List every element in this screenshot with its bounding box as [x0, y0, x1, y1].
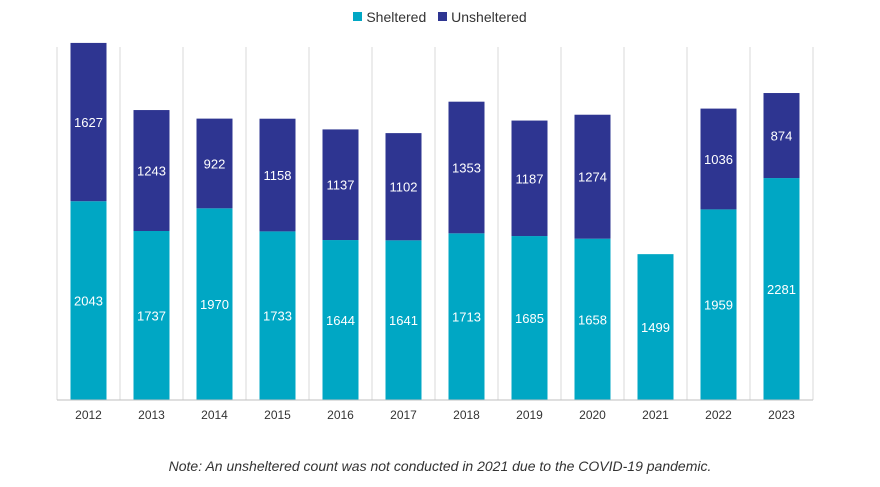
data-label-sheltered-2021: 1499: [641, 320, 670, 335]
data-label-sheltered-2019: 1685: [515, 311, 544, 326]
x-tick-label-2021: 2021: [642, 408, 669, 422]
x-tick-label-2022: 2022: [705, 408, 732, 422]
bar-sheltered-2015: [259, 231, 296, 400]
bar-unsheltered-2023: [763, 93, 800, 179]
bar-unsheltered-2017: [385, 133, 422, 241]
bar-sheltered-2019: [511, 236, 548, 400]
bar-sheltered-2022: [700, 209, 737, 400]
data-label-sheltered-2022: 1959: [704, 298, 733, 313]
data-label-unsheltered-2012: 1627: [74, 115, 103, 130]
bar-unsheltered-2014: [196, 118, 233, 209]
legend-item-sheltered: Sheltered: [353, 9, 426, 25]
data-label-unsheltered-2017: 1102: [390, 180, 418, 195]
data-label-unsheltered-2018: 1353: [452, 161, 481, 176]
data-label-unsheltered-2020: 1274: [578, 170, 607, 185]
legend-label-sheltered: Sheltered: [366, 8, 427, 25]
legend-swatch-unsheltered: [438, 12, 448, 21]
x-tick-label-2012: 2012: [75, 408, 102, 422]
x-tick-label-2014: 2014: [201, 408, 228, 422]
bar-sheltered-2014: [196, 208, 233, 400]
bar-unsheltered-2020: [574, 114, 611, 239]
data-label-sheltered-2018: 1713: [452, 310, 481, 325]
bar-sheltered-2023: [763, 178, 800, 400]
data-label-unsheltered-2023: 874: [771, 129, 793, 144]
data-label-unsheltered-2014: 922: [204, 156, 226, 171]
data-label-sheltered-2014: 1970: [200, 297, 229, 312]
x-tick-label-2020: 2020: [579, 408, 606, 422]
x-tick-label-2019: 2019: [516, 408, 543, 422]
data-label-unsheltered-2016: 1137: [327, 178, 355, 193]
x-tick-label-2015: 2015: [264, 408, 291, 422]
data-label-sheltered-2015: 1733: [263, 309, 292, 324]
bar-sheltered-2018: [448, 233, 485, 400]
data-label-sheltered-2016: 1644: [326, 313, 355, 328]
legend: Sheltered Unsheltered: [0, 8, 880, 25]
legend-label-unsheltered: Unsheltered: [451, 8, 527, 25]
legend-item-unsheltered: Unsheltered: [438, 9, 527, 25]
bar-sheltered-2021: [637, 254, 674, 400]
x-tick-label-2023: 2023: [768, 408, 795, 422]
data-label-sheltered-2023: 2281: [767, 282, 796, 297]
x-tick-label-2016: 2016: [327, 408, 354, 422]
bar-sheltered-2013: [133, 230, 170, 400]
legend-swatch-sheltered: [353, 12, 363, 21]
bar-sheltered-2012: [70, 201, 107, 400]
data-label-sheltered-2017: 1641: [389, 313, 418, 328]
bar-unsheltered-2012: [70, 42, 107, 202]
x-tick-label-2017: 2017: [390, 408, 417, 422]
x-tick-label-2013: 2013: [138, 408, 165, 422]
data-label-sheltered-2012: 2043: [74, 294, 103, 309]
bar-unsheltered-2015: [259, 118, 296, 232]
x-tick-label-2018: 2018: [453, 408, 480, 422]
data-label-unsheltered-2019: 1187: [516, 171, 544, 186]
bar-sheltered-2017: [385, 240, 422, 400]
bar-unsheltered-2019: [511, 120, 548, 237]
bar-unsheltered-2018: [448, 101, 485, 234]
data-label-unsheltered-2015: 1158: [264, 168, 292, 183]
data-label-sheltered-2020: 1658: [578, 312, 607, 327]
bar-sheltered-2020: [574, 238, 611, 400]
chart-note: Note: An unsheltered count was not condu…: [168, 458, 712, 474]
data-label-unsheltered-2013: 1243: [137, 164, 166, 179]
bar-unsheltered-2013: [133, 110, 170, 231]
bar-sheltered-2016: [322, 240, 359, 400]
data-label-unsheltered-2022: 1036: [704, 152, 733, 167]
data-label-sheltered-2013: 1737: [137, 308, 166, 323]
bar-unsheltered-2022: [700, 108, 737, 210]
bar-unsheltered-2016: [322, 129, 359, 241]
